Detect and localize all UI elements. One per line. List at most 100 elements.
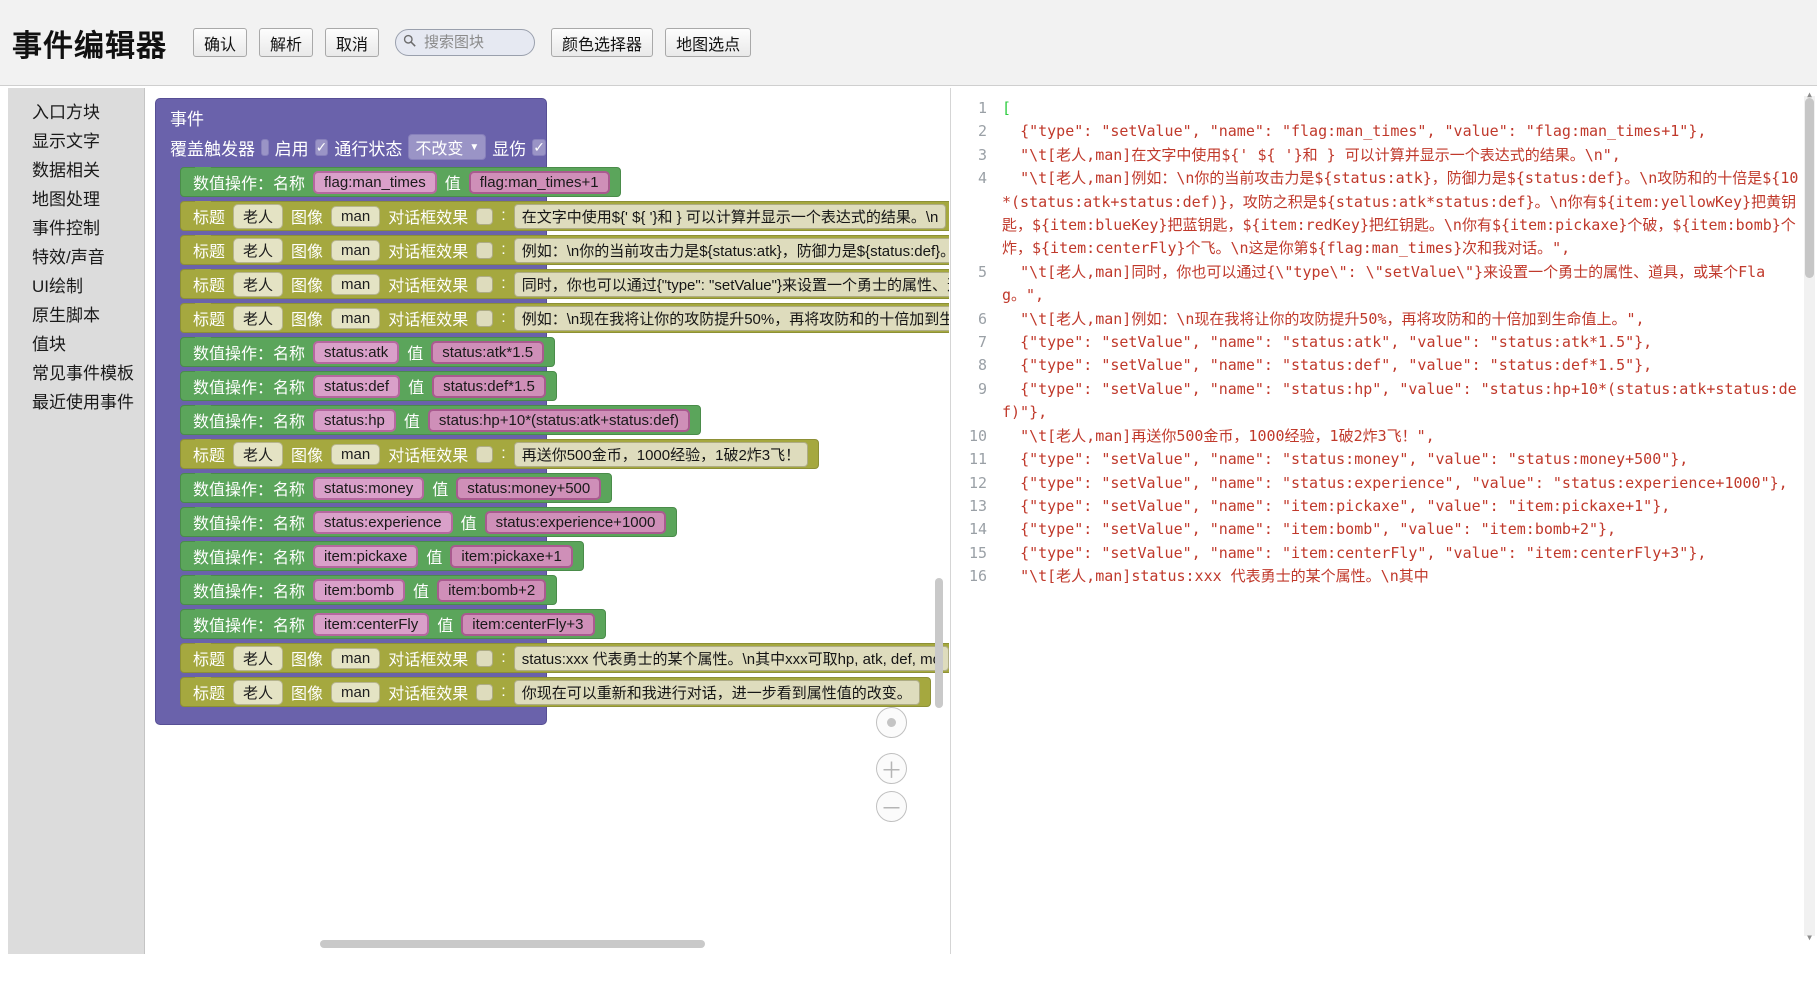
damage-checkbox[interactable]: ✓ [532,138,546,156]
dialog-effect-checkbox[interactable] [476,207,494,225]
sidebar-item-9[interactable]: 常见事件模板 [32,364,134,383]
setvalue-value-field[interactable]: status:hp+10*(status:atk+status:def) [427,408,691,432]
setvalue-value-field[interactable]: status:atk*1.5 [431,340,545,364]
speaker-image-field[interactable]: man [331,681,381,703]
sidebar-item-7[interactable]: 原生脚本 [32,306,100,325]
text-dialog-block[interactable]: 标题 老人 图像 man 对话框效果: status:xxx 代表勇士的某个属性。\n其中… [180,643,949,673]
sidebar-item-2[interactable]: 数据相关 [32,161,100,180]
speaker-name-field[interactable]: 老人 [233,645,284,671]
search-input[interactable] [422,33,528,52]
zoom-in-button[interactable]: ＋ [876,753,907,784]
setvalue-name-field[interactable]: status:hp [313,408,396,432]
setvalue-name-field[interactable]: item:pickaxe [313,544,419,568]
speaker-name-field[interactable]: 老人 [233,305,284,331]
dialog-text-field[interactable]: 例如：\n你的当前攻击力是${status:atk}，防御力是${status:… [513,237,949,263]
setvalue-block[interactable]: 数值操作：名称 item:bomb 值 item:bomb+2 [180,575,558,605]
setvalue-block[interactable]: 数值操作：名称 item:pickaxe 值 item:pickaxe+1 [180,541,584,571]
json-vertical-scrollbar[interactable]: ▲ ▼ [1804,90,1815,942]
setvalue-block[interactable]: 数值操作：名称 status:hp 值 status:hp+10*(status:at… [180,405,702,435]
override-trigger-checkbox[interactable] [261,138,269,156]
map-point-button[interactable]: 地图选点 [665,28,752,57]
speaker-name-field[interactable]: 老人 [233,441,284,467]
setvalue-name-field[interactable]: item:bomb [313,578,406,602]
dialog-text-field[interactable]: status:xxx 代表勇士的某个属性。\n其中xxx可取hp, atk, d… [513,645,949,671]
dialog-text-field[interactable]: 在文字中使用${' ${ '}和 } 可以计算并显示一个表达式的结果。\n [513,203,947,229]
sidebar-item-1[interactable]: 显示文字 [32,132,100,151]
setvalue-block[interactable]: 数值操作：名称 status:def 值 status:def*1.5 [180,371,557,401]
setvalue-name-field[interactable]: status:money [313,476,425,500]
json-code-area[interactable]: [ {"type": "setValue", "name": "flag:man… [994,88,1817,954]
sidebar-item-4[interactable]: 事件控制 [32,219,100,238]
speaker-image-field[interactable]: man [331,205,381,227]
scrollbar-thumb[interactable] [1805,98,1814,278]
setvalue-name-field[interactable]: status:def [313,374,401,398]
setvalue-block[interactable]: 数值操作：名称 item:centerFly 值 item:centerFly+3 [180,609,606,639]
speaker-image-field[interactable]: man [331,443,381,465]
sidebar-item-5[interactable]: 特效/声音 [32,248,105,267]
speaker-name-field[interactable]: 老人 [233,237,284,263]
top-toolbar: 事件编辑器 确认 解析 取消 颜色选择器 地图选点 [0,0,1817,86]
setvalue-block[interactable]: 数值操作：名称 status:money 值 status:money+500 [180,473,613,503]
speaker-image-field[interactable]: man [331,239,381,261]
setvalue-name-field[interactable]: status:experience [313,510,453,534]
setvalue-value-field[interactable]: status:def*1.5 [432,374,546,398]
text-dialog-block[interactable]: 标题 老人 图像 man 对话框效果: 例如：\n现在我将让你的攻防提升50%，再将攻防和… [180,303,949,333]
text-dialog-block[interactable]: 标题 老人 图像 man 对话框效果: 你现在可以重新和我进行对话，进一步看到属性值的改变… [180,677,931,707]
dialog-effect-checkbox[interactable] [476,445,494,463]
dialog-text-field[interactable]: 同时，你也可以通过{"type": "setValue"}来设置一个勇士的属性、… [513,271,949,297]
setvalue-value-field[interactable]: item:bomb+2 [437,578,547,602]
event-block-header: 事件 [170,110,204,129]
blockly-workspace[interactable]: 事件 覆盖触发器 启用 ✓ 通行状态 不改变 ▼ 显伤 ✓ 数值操作：名称 fla… [145,88,949,954]
scroll-down-icon[interactable]: ▼ [1807,933,1812,942]
setvalue-value-field[interactable]: status:money+500 [456,476,602,500]
parse-button[interactable]: 解析 [259,28,314,57]
text-dialog-block[interactable]: 标题 老人 图像 man 对话框效果: 再送你500金币，1000经验，1破2炸3飞！ [180,439,820,469]
setvalue-name-field[interactable]: item:centerFly [313,612,430,636]
sidebar-item-10[interactable]: 最近使用事件 [32,393,134,412]
workspace-horizontal-scrollbar[interactable] [320,940,705,948]
dialog-effect-label: 对话框效果 [388,652,469,669]
setvalue-name-field[interactable]: status:atk [313,340,400,364]
speaker-image-field[interactable]: man [331,273,381,295]
setvalue-block[interactable]: 数值操作：名称 flag:man_times 值 flag:man_times+1 [180,167,621,197]
dialog-text-field[interactable]: 你现在可以重新和我进行对话，进一步看到属性值的改变。 [513,679,920,705]
text-dialog-block[interactable]: 标题 老人 图像 man 对话框效果: 同时，你也可以通过{"type": "setVal… [180,269,949,299]
event-root-block[interactable]: 事件 覆盖触发器 启用 ✓ 通行状态 不改变 ▼ 显伤 ✓ 数值操作：名称 fla… [155,98,949,725]
scroll-up-icon[interactable]: ▲ [1807,90,1812,99]
sidebar-item-6[interactable]: UI绘制 [32,277,83,296]
search-box[interactable] [395,29,536,56]
dialog-effect-checkbox[interactable] [476,241,494,259]
speaker-name-field[interactable]: 老人 [233,271,284,297]
sidebar-item-0[interactable]: 入口方块 [32,103,100,122]
speaker-name-field[interactable]: 老人 [233,203,284,229]
center-workspace-button[interactable] [876,707,907,738]
text-dialog-block[interactable]: 标题 老人 图像 man 对话框效果: 在文字中使用${' ${ '}和 } 可以计算并显… [180,201,949,231]
setvalue-block[interactable]: 数值操作：名称 status:experience 值 status:experien… [180,507,678,537]
text-dialog-block[interactable]: 标题 老人 图像 man 对话框效果: 例如：\n你的当前攻击力是${status:atk… [180,235,949,265]
cancel-button[interactable]: 取消 [325,28,380,57]
setvalue-name-field[interactable]: flag:man_times [313,170,437,194]
sidebar-item-8[interactable]: 值块 [32,335,66,354]
speaker-name-field[interactable]: 老人 [233,679,284,705]
enable-checkbox[interactable]: ✓ [314,138,329,156]
setvalue-block[interactable]: 数值操作：名称 status:atk 值 status:atk*1.5 [180,337,556,367]
workspace-vertical-scrollbar[interactable] [935,578,943,708]
dialog-effect-checkbox[interactable] [476,275,494,293]
speaker-image-field[interactable]: man [331,307,381,329]
setvalue-value-field[interactable]: status:experience+1000 [484,510,667,534]
dialog-effect-checkbox[interactable] [476,683,494,701]
setvalue-value-field[interactable]: item:pickaxe+1 [450,544,573,568]
zoom-out-button[interactable]: － [876,791,907,822]
dialog-effect-checkbox[interactable] [476,649,494,667]
dialog-effect-checkbox[interactable] [476,309,494,327]
speaker-image-field[interactable]: man [331,647,381,669]
sidebar-item-3[interactable]: 地图处理 [32,190,100,209]
setvalue-value-field[interactable]: flag:man_times+1 [468,170,610,194]
setvalue-value-field[interactable]: item:centerFly+3 [461,612,595,636]
color-picker-button[interactable]: 颜色选择器 [551,28,654,57]
dialog-text-field[interactable]: 再送你500金币，1000经验，1破2炸3飞！ [513,441,809,467]
passability-dropdown[interactable]: 不改变 ▼ [408,134,487,160]
dialog-text-field[interactable]: 例如：\n现在我将让你的攻防提升50%，再将攻防和的十倍加到生命 [513,305,949,331]
json-editor-pane[interactable]: 1 2 3 4 5 6 7 8 9 10 11 12 13 14 15 16 [ {"type": "setV… [950,88,1817,954]
confirm-button[interactable]: 确认 [193,28,248,57]
